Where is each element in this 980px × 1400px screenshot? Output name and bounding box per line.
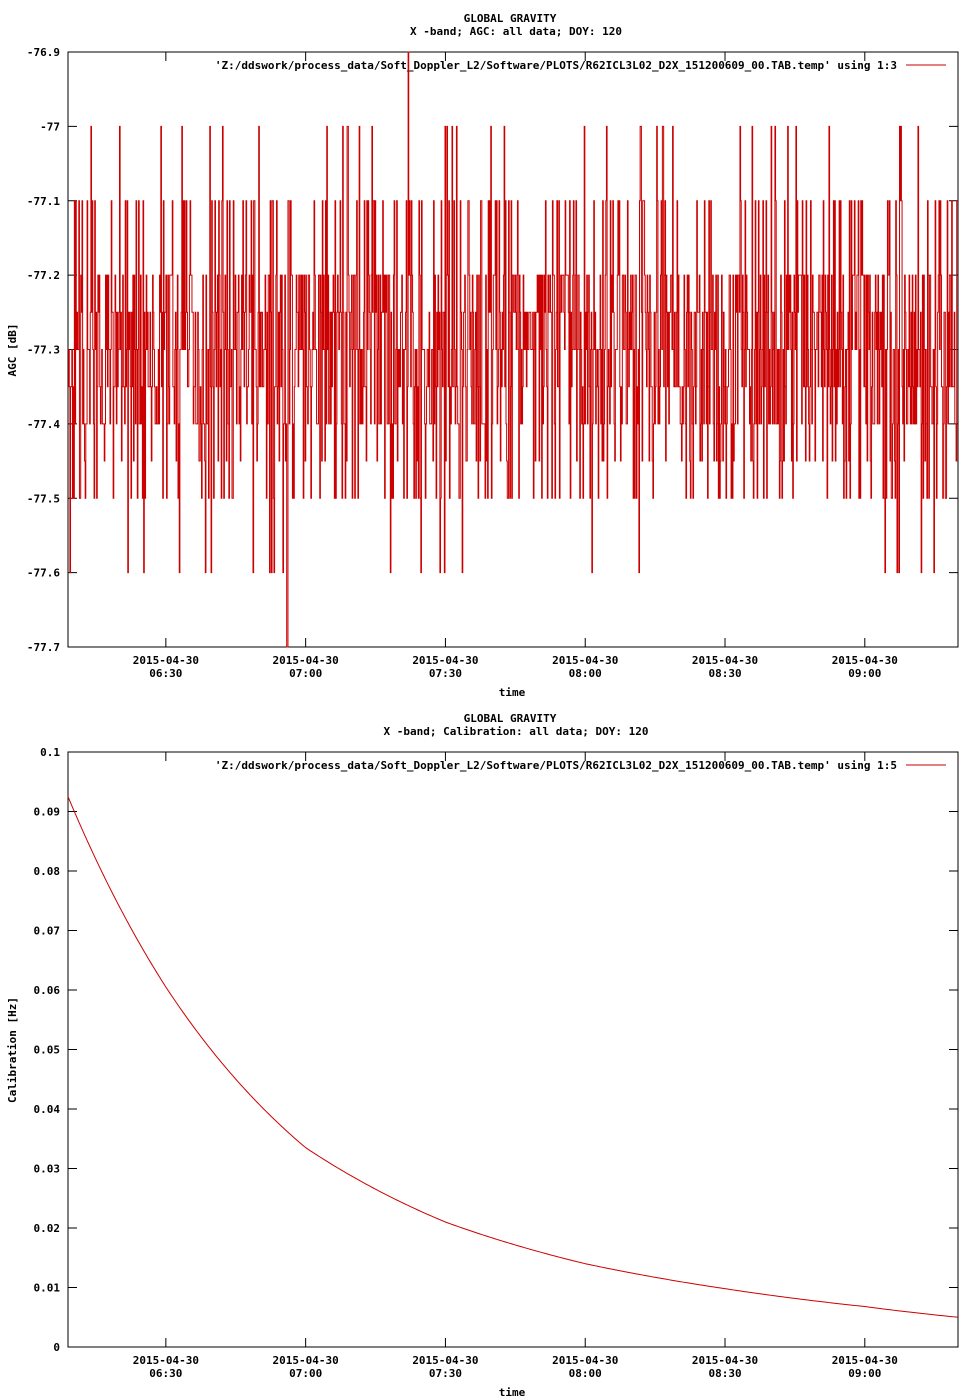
agc-x-axis-label: time: [499, 686, 526, 699]
cal-xtick-date: 2015-04-30: [412, 1354, 478, 1367]
cal-x-axis-label: time: [499, 1386, 526, 1399]
agc-legend-label: 'Z:/ddswork/process_data/Soft_Doppler_L2…: [215, 59, 897, 72]
cal-ytick-label: 0.01: [34, 1282, 61, 1295]
cal-ytick-label: 0.02: [34, 1222, 61, 1235]
agc-x-axis: 2015-04-3006:302015-04-3007:002015-04-30…: [133, 52, 898, 680]
cal-ytick-label: 0.04: [34, 1103, 61, 1116]
cal-xtick-time: 09:00: [848, 1367, 881, 1380]
agc-series-line: [68, 51, 958, 648]
cal-xtick-date: 2015-04-30: [552, 1354, 618, 1367]
cal-xtick-time: 08:30: [708, 1367, 741, 1380]
agc-ytick-label: -77: [40, 120, 60, 133]
agc-ytick-label: -77.1: [27, 195, 60, 208]
agc-xtick-date: 2015-04-30: [552, 654, 618, 667]
agc-chart-subtitle: X -band; AGC: all data; DOY: 120: [410, 25, 622, 38]
cal-plot-frame: [67, 751, 959, 1348]
cal-xtick-date: 2015-04-30: [832, 1354, 898, 1367]
cal-y-axis: 0.1 0.09 0.08 0.07 0.06 0.05 0.04 0.03 0.02 0.01 0: [34, 746, 958, 1354]
cal-ytick-label: 0: [53, 1341, 60, 1354]
agc-y-axis: -76.9 -77 -77.1 -77.2 -77.3 -77.4 -77.5 -77.6 -7…: [27, 46, 958, 654]
agc-chart-title: GLOBAL GRAVITY: [464, 12, 557, 25]
cal-ytick-label: 0.06: [34, 984, 61, 997]
agc-ytick-label: -77.6: [27, 567, 60, 580]
agc-ytick-label: -77.3: [27, 344, 60, 357]
cal-y-axis-label: Calibration [Hz]: [6, 997, 19, 1103]
calibration-chart: GLOBAL GRAVITY X -band; Calibration: all…: [6, 712, 959, 1399]
cal-xtick-date: 2015-04-30: [273, 1354, 339, 1367]
cal-chart-title: GLOBAL GRAVITY: [464, 712, 557, 725]
agc-xtick-date: 2015-04-30: [412, 654, 478, 667]
agc-xtick-date: 2015-04-30: [273, 654, 339, 667]
agc-ytick-label: -77.2: [27, 269, 60, 282]
cal-xtick-time: 07:30: [429, 1367, 462, 1380]
cal-series-line: [67, 796, 959, 1318]
cal-xtick-time: 07:00: [289, 1367, 322, 1380]
agc-xtick-time: 08:00: [569, 667, 602, 680]
agc-xtick-date: 2015-04-30: [832, 654, 898, 667]
cal-ytick-label: 0.09: [34, 806, 61, 819]
cal-xtick-date: 2015-04-30: [133, 1354, 199, 1367]
cal-ytick-label: 0.08: [34, 865, 61, 878]
agc-y-axis-label: AGC [dB]: [6, 324, 19, 377]
cal-xtick-date: 2015-04-30: [692, 1354, 758, 1367]
agc-chart: GLOBAL GRAVITY X -band; AGC: all data; D…: [6, 12, 959, 699]
agc-xtick-time: 07:30: [429, 667, 462, 680]
agc-xtick-date: 2015-04-30: [133, 654, 199, 667]
cal-xtick-time: 08:00: [569, 1367, 602, 1380]
cal-ytick-label: 0.05: [34, 1044, 61, 1057]
cal-ytick-label: 0.03: [34, 1163, 61, 1176]
agc-ytick-label: -77.7: [27, 641, 60, 654]
agc-ytick-label: -76.9: [27, 46, 60, 59]
agc-legend: 'Z:/ddswork/process_data/Soft_Doppler_L2…: [215, 59, 946, 72]
agc-xtick-time: 06:30: [149, 667, 182, 680]
cal-legend-label: 'Z:/ddswork/process_data/Soft_Doppler_L2…: [215, 759, 897, 772]
cal-xtick-time: 06:30: [149, 1367, 182, 1380]
agc-ytick-label: -77.5: [27, 492, 60, 505]
agc-xtick-time: 08:30: [708, 667, 741, 680]
agc-ytick-label: -77.4: [27, 418, 60, 431]
agc-xtick-date: 2015-04-30: [692, 654, 758, 667]
cal-x-axis: 2015-04-3006:302015-04-3007:002015-04-30…: [133, 752, 898, 1380]
cal-ytick-label: 0.1: [40, 746, 60, 759]
agc-xtick-time: 09:00: [848, 667, 881, 680]
cal-legend: 'Z:/ddswork/process_data/Soft_Doppler_L2…: [215, 759, 946, 772]
agc-xtick-time: 07:00: [289, 667, 322, 680]
cal-chart-subtitle: X -band; Calibration: all data; DOY: 120: [384, 725, 649, 738]
cal-ytick-label: 0.07: [34, 925, 61, 938]
